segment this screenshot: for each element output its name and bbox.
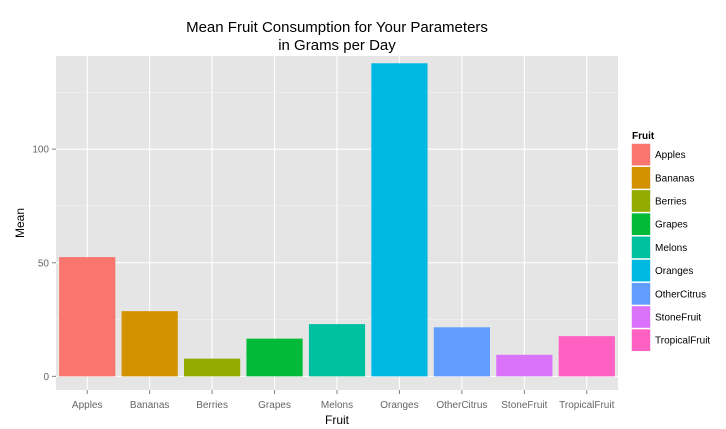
- legend-key-swatch: [631, 236, 651, 259]
- legend-label: Oranges: [655, 266, 693, 277]
- x-tick-label: Oranges: [380, 400, 418, 411]
- chart-title-line1: Mean Fruit Consumption for Your Paramete…: [186, 19, 488, 36]
- y-tick-label: 0: [43, 372, 49, 383]
- legend-label: Grapes: [655, 220, 688, 231]
- bar-melons: [308, 324, 366, 377]
- legend-label: OtherCitrus: [655, 289, 706, 300]
- legend-key-swatch: [631, 306, 651, 328]
- bar-othercitrus: [433, 327, 490, 377]
- legend-key-swatch: [631, 283, 651, 305]
- y-tick-label: 50: [38, 258, 50, 269]
- bar-berries: [184, 358, 241, 377]
- legend-label: Berries: [655, 197, 687, 208]
- axes: 0 50 100 Apples Bananas Berries Grapes Melons Or…: [32, 145, 614, 411]
- bars: [59, 63, 615, 377]
- legend-label: Bananas: [655, 173, 694, 184]
- legend-label: StoneFruit: [655, 313, 701, 324]
- legend-label: TropicalFruit: [655, 336, 710, 347]
- y-axis-title: Mean: [13, 208, 27, 238]
- bar-apples: [59, 257, 116, 377]
- x-tick-label: Berries: [196, 400, 228, 411]
- bar-grapes: [246, 338, 303, 377]
- legend: Fruit Apples Bananas Berries Grapes Melons Or…: [630, 131, 710, 353]
- legend-title: Fruit: [632, 131, 655, 142]
- x-tick-label: Bananas: [130, 400, 169, 411]
- bar-oranges: [371, 63, 428, 377]
- legend-key-swatch: [631, 329, 651, 351]
- legend-key-swatch: [631, 167, 651, 189]
- bar-tropicalfruit: [558, 336, 615, 377]
- x-tick-label: OtherCitrus: [436, 400, 487, 411]
- y-tick-label: 100: [32, 145, 49, 156]
- legend-key-swatch: [631, 213, 651, 235]
- legend-key-swatch: [631, 190, 651, 212]
- x-tick-label: Apples: [72, 400, 103, 411]
- x-axis-title: Fruit: [325, 413, 350, 427]
- x-tick-label: Grapes: [258, 400, 291, 411]
- x-tick-label: Melons: [321, 400, 353, 411]
- legend-label: Apples: [655, 150, 686, 161]
- legend-key-swatch: [631, 143, 651, 166]
- legend-key-swatch: [631, 259, 651, 282]
- bar-bananas: [121, 311, 178, 377]
- x-tick-label: StoneFruit: [501, 400, 547, 411]
- x-tick-label: TropicalFruit: [559, 400, 614, 411]
- legend-label: Melons: [655, 243, 687, 254]
- bar-stonefruit: [496, 354, 553, 377]
- chart-title-line2: in Grams per Day: [278, 37, 396, 54]
